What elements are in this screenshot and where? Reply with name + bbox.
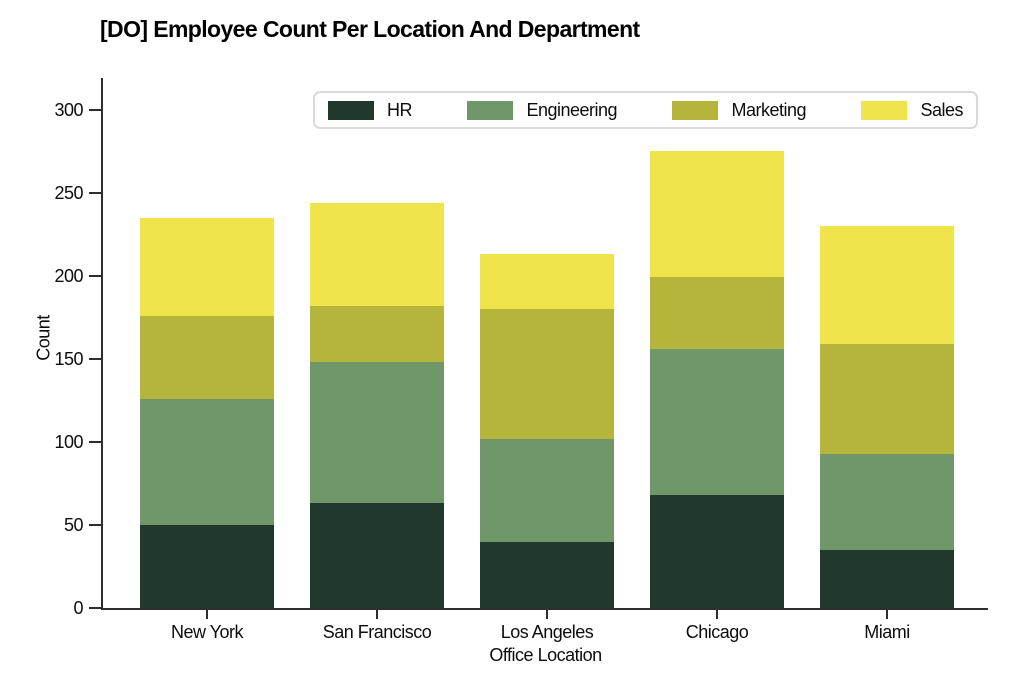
x-axis-spine <box>101 608 988 610</box>
chart-title: [DO] Employee Count Per Location And Dep… <box>100 16 640 42</box>
legend-label: Marketing <box>731 99 807 120</box>
legend-swatch-sales <box>861 100 908 120</box>
y-tick <box>89 357 101 360</box>
legend-label: HR <box>387 99 413 120</box>
bar-segment-marketing <box>480 308 614 439</box>
legend-item-engineering: Engineering <box>467 99 618 121</box>
legend-label: Engineering <box>526 99 618 120</box>
bar-san-francisco <box>310 78 444 608</box>
bar-segment-engineering <box>820 453 954 550</box>
bar-segment-hr <box>480 541 614 608</box>
x-tick <box>886 610 888 619</box>
x-tick <box>376 610 378 619</box>
bar-segment-engineering <box>480 438 614 542</box>
bar-segment-engineering <box>140 398 274 525</box>
bar-new-york <box>140 78 274 608</box>
y-tick-label: 100 <box>54 431 83 452</box>
bar-segment-marketing <box>820 343 954 454</box>
bar-segment-marketing <box>650 277 784 349</box>
bar-segment-sales <box>820 225 954 344</box>
y-axis-label: Count <box>33 315 54 361</box>
bar-segment-hr <box>140 524 274 608</box>
y-tick <box>89 523 101 526</box>
y-tick-label: 0 <box>73 598 83 618</box>
x-tick-label: San Francisco <box>322 622 432 642</box>
bar-chicago <box>650 78 784 608</box>
bar-segment-engineering <box>650 348 784 496</box>
legend-swatch-marketing <box>672 100 719 120</box>
bar-segment-hr <box>820 549 954 608</box>
legend: HR Engineering Marketing Sales <box>313 91 978 129</box>
bar-segment-hr <box>310 503 444 608</box>
bar-miami <box>820 78 954 608</box>
bar-segment-hr <box>650 495 784 608</box>
plot-area: 0 50 100 150 200 250 300 New York San Francisco L… <box>54 78 988 642</box>
x-tick-label: Chicago <box>685 622 749 642</box>
legend-label: Sales <box>920 99 963 120</box>
y-axis-spine <box>101 78 103 610</box>
legend-item-sales: Sales <box>861 100 963 121</box>
x-tick <box>716 610 718 619</box>
x-tick-label: Miami <box>864 622 910 642</box>
y-tick-label: 250 <box>54 182 83 203</box>
bar-segment-marketing <box>310 305 444 363</box>
bar-segment-sales <box>650 151 784 278</box>
legend-item-hr: HR <box>328 99 413 121</box>
y-tick-label: 150 <box>54 348 83 369</box>
legend-item-marketing: Marketing <box>672 99 807 121</box>
y-tick-label: 50 <box>63 514 84 535</box>
y-tick <box>89 440 101 443</box>
x-axis-label: Office Location <box>489 645 602 665</box>
y-tick <box>89 108 101 111</box>
bar-segment-marketing <box>140 315 274 399</box>
x-tick <box>546 610 548 619</box>
bar-segment-sales <box>140 217 274 316</box>
x-tick <box>206 610 208 619</box>
bar-los-angeles <box>480 78 614 608</box>
legend-swatch-engineering <box>467 100 514 120</box>
y-tick <box>89 191 101 194</box>
legend-swatch-hr <box>328 100 374 120</box>
x-tick-label: Los Angeles <box>500 622 594 642</box>
y-tick <box>89 607 101 609</box>
bar-segment-sales <box>480 254 614 309</box>
x-tick-label: New York <box>170 622 244 642</box>
bar-segment-sales <box>310 202 444 306</box>
y-tick-label: 300 <box>54 99 83 120</box>
y-tick-label: 200 <box>54 265 83 286</box>
bar-segment-engineering <box>310 362 444 504</box>
y-tick <box>89 274 101 277</box>
